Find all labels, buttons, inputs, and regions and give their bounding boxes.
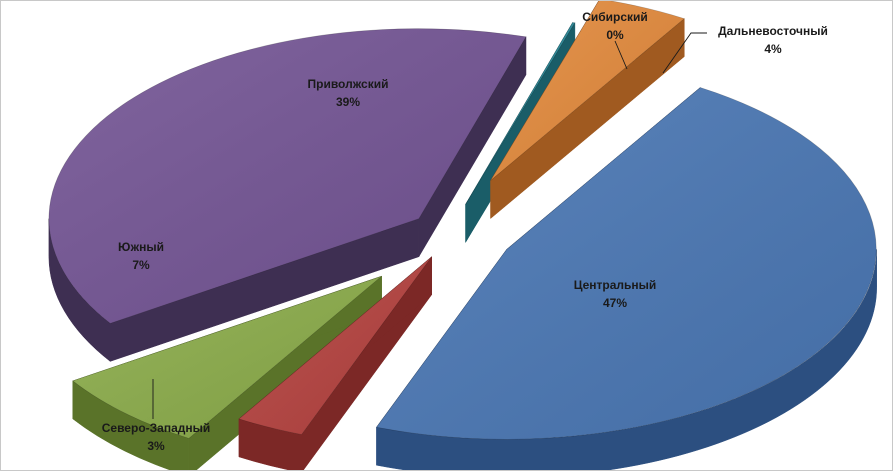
slice-yuzhny <box>72 275 382 470</box>
label-privolzhsky-name: Приволжский <box>308 77 389 91</box>
slice-sibirsky-top-shade <box>465 22 575 205</box>
slice-dalnevostochny-wall-end <box>490 18 685 220</box>
slice-privolzhsky-top-shade <box>48 28 527 324</box>
leader-lines <box>152 32 707 419</box>
slice-centralny <box>375 86 877 470</box>
label-privolzhsky-pct: 39% <box>336 95 360 109</box>
label-centralny-name: Центральный <box>574 278 657 292</box>
label-sibirsky-pct: 0% <box>606 28 624 42</box>
label-severo-zapadny-name: Северо-Западный <box>102 421 211 435</box>
slice-yuzhny-top-shade <box>72 276 382 439</box>
slice-severo-zapadny-top-shade <box>239 256 432 435</box>
slice-privolzhsky <box>48 28 527 362</box>
label-yuzhny-pct: 7% <box>132 258 150 272</box>
label-sibirsky-name: Сибирский <box>582 10 648 24</box>
slice-labels: Центральный 47% Северо-Западный 3% Южный… <box>102 10 828 453</box>
slice-centralny-top-shade <box>376 87 877 440</box>
label-yuzhny-name: Южный <box>118 240 164 254</box>
label-centralny-pct: 47% <box>603 296 627 310</box>
leader-line-sibirsky <box>614 40 628 70</box>
label-dalnevostochny-name: Дальневосточный <box>718 24 828 38</box>
slice-centralny-side <box>376 249 877 470</box>
label-dalnevostochny-pct: 4% <box>764 42 782 56</box>
pie-slices <box>48 1 877 470</box>
slice-severo-zapadny <box>238 255 432 470</box>
label-severo-zapadny-pct: 3% <box>147 439 165 453</box>
slice-dalnevostochny-top-shade <box>490 1 685 181</box>
slice-dalnevostochny <box>490 1 685 220</box>
leader-line-dalnevostochny <box>662 32 707 74</box>
